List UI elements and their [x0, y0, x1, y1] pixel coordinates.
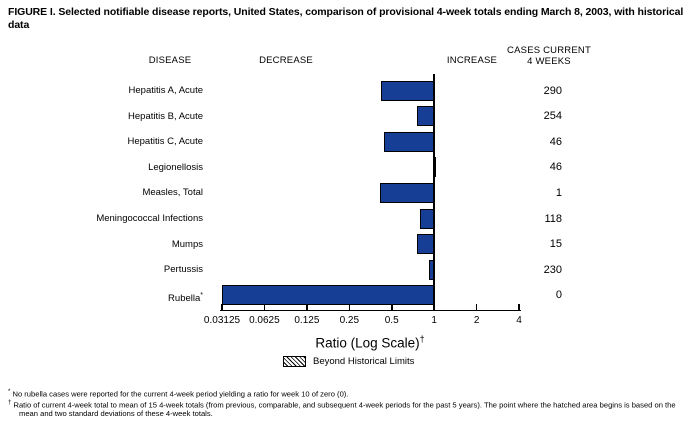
- figure-title: FIGURE I. Selected notifiable disease re…: [8, 6, 684, 31]
- row-label-disease: Hepatitis A, Acute: [128, 85, 203, 96]
- row-value-cases: 1: [555, 186, 562, 199]
- column-header-disease: DISEASE: [148, 55, 192, 66]
- x-axis-tick-label: 1: [431, 315, 437, 326]
- row-value-cases: 118: [544, 212, 562, 225]
- row-value-cases: 254: [543, 110, 562, 123]
- row-label-disease: Mumps: [171, 238, 203, 250]
- x-axis-tick-label: 0.03125: [203, 315, 241, 326]
- ratio-bar: [383, 131, 435, 152]
- x-axis-tick-label: 4: [516, 315, 522, 326]
- row-value-cases: 230: [543, 263, 562, 276]
- column-header-cases: CASES CURRENT 4 WEEKS: [507, 45, 591, 67]
- x-axis-tick: [391, 304, 393, 310]
- baseline-ratio-1-line: [433, 74, 436, 311]
- x-axis-tick-label: 0.0625: [249, 315, 280, 326]
- row-value-cases: 290: [543, 84, 562, 97]
- row-label-disease: Legionellosis: [148, 161, 203, 173]
- x-axis-tick: [348, 304, 350, 310]
- x-axis-tick: [433, 304, 435, 310]
- x-axis-tick-label: 0.125: [294, 315, 320, 326]
- column-header-cases-line2: 4 WEEKS: [527, 55, 571, 67]
- footnotes: * No rubella cases were reported for the…: [8, 388, 690, 419]
- legend-label: Beyond Historical Limits: [313, 356, 415, 367]
- row-value-cases: 15: [549, 238, 562, 251]
- hatch-swatch-icon: [283, 356, 306, 367]
- row-label-disease: Measles, Total: [142, 187, 203, 199]
- x-axis-tick: [518, 304, 520, 310]
- ratio-bar: [416, 234, 435, 255]
- x-axis-label-dagger: †: [419, 334, 425, 344]
- footnote-marker: †: [8, 399, 12, 406]
- ratio-bar: [379, 182, 435, 203]
- row-value-cases: 0: [555, 289, 562, 302]
- ratio-bar: [419, 208, 435, 229]
- x-axis-tick: [221, 304, 223, 310]
- row-label-disease: Hepatitis B, Acute: [128, 110, 203, 122]
- row-label-disease: Pertussis: [163, 264, 203, 276]
- x-axis-label-text: Ratio (Log Scale): [315, 335, 420, 351]
- ratio-bar: [416, 106, 435, 127]
- row-label-disease: Rubella*: [168, 291, 203, 304]
- x-axis-tick-label: 2: [473, 315, 480, 326]
- row-value-cases: 46: [549, 161, 562, 174]
- column-header-decrease: DECREASE: [259, 55, 313, 66]
- x-axis-tick: [263, 304, 266, 310]
- ratio-bar: [222, 285, 435, 306]
- footnote: † Ratio of current 4-week total to mean …: [8, 399, 676, 419]
- x-axis-line: [220, 309, 521, 311]
- column-header-cases-line1: CASES CURRENT: [507, 45, 591, 56]
- x-axis-tick-label: 0.25: [339, 315, 360, 326]
- x-axis-tick: [475, 304, 478, 310]
- column-header-increase: INCREASE: [446, 55, 498, 66]
- x-axis-tick: [306, 304, 308, 310]
- row-label-disease: Hepatitis C, Acute: [127, 136, 203, 148]
- footnote-marker: *: [8, 389, 11, 395]
- x-axis-label: Ratio (Log Scale)†: [315, 334, 424, 351]
- ratio-bar: [381, 80, 435, 101]
- row-label-footnote-marker: *: [200, 291, 203, 299]
- row-value-cases: 46: [549, 135, 562, 148]
- x-axis-tick-label: 0.5: [384, 315, 399, 326]
- row-label-disease: Meningococcal Infections: [96, 213, 203, 224]
- footnote: * No rubella cases were reported for the…: [8, 389, 349, 399]
